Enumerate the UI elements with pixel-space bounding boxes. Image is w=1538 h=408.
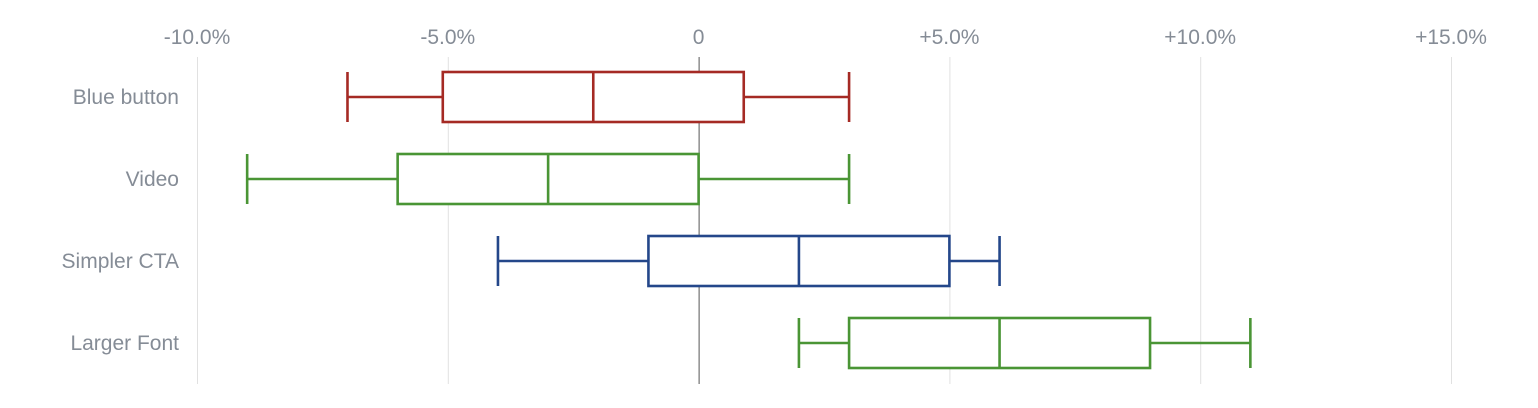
box-larger-font: [797, 316, 1252, 370]
x-tick-label: 0: [693, 26, 705, 49]
category-label: Blue button: [73, 86, 179, 109]
box-simpler-cta: [496, 234, 1001, 288]
box-video: [245, 152, 851, 206]
x-axis-ticks: -10.0% -5.0% 0 +5.0% +10.0% +15.0%: [164, 26, 1487, 49]
category-label: Larger Font: [70, 332, 179, 355]
boxes: [245, 70, 1252, 370]
x-tick-label: +10.0%: [1164, 26, 1236, 49]
grid-lines: [197, 57, 1452, 384]
x-tick-label: +5.0%: [919, 26, 979, 49]
category-labels: Blue button Video Simpler CTA Larger Font: [62, 86, 180, 355]
category-label: Simpler CTA: [62, 250, 179, 273]
x-tick-label: -5.0%: [420, 26, 475, 49]
x-tick-label: -10.0%: [164, 26, 231, 49]
box-blue-button: [346, 70, 851, 124]
x-tick-label: +15.0%: [1415, 26, 1487, 49]
category-label: Video: [126, 168, 179, 191]
